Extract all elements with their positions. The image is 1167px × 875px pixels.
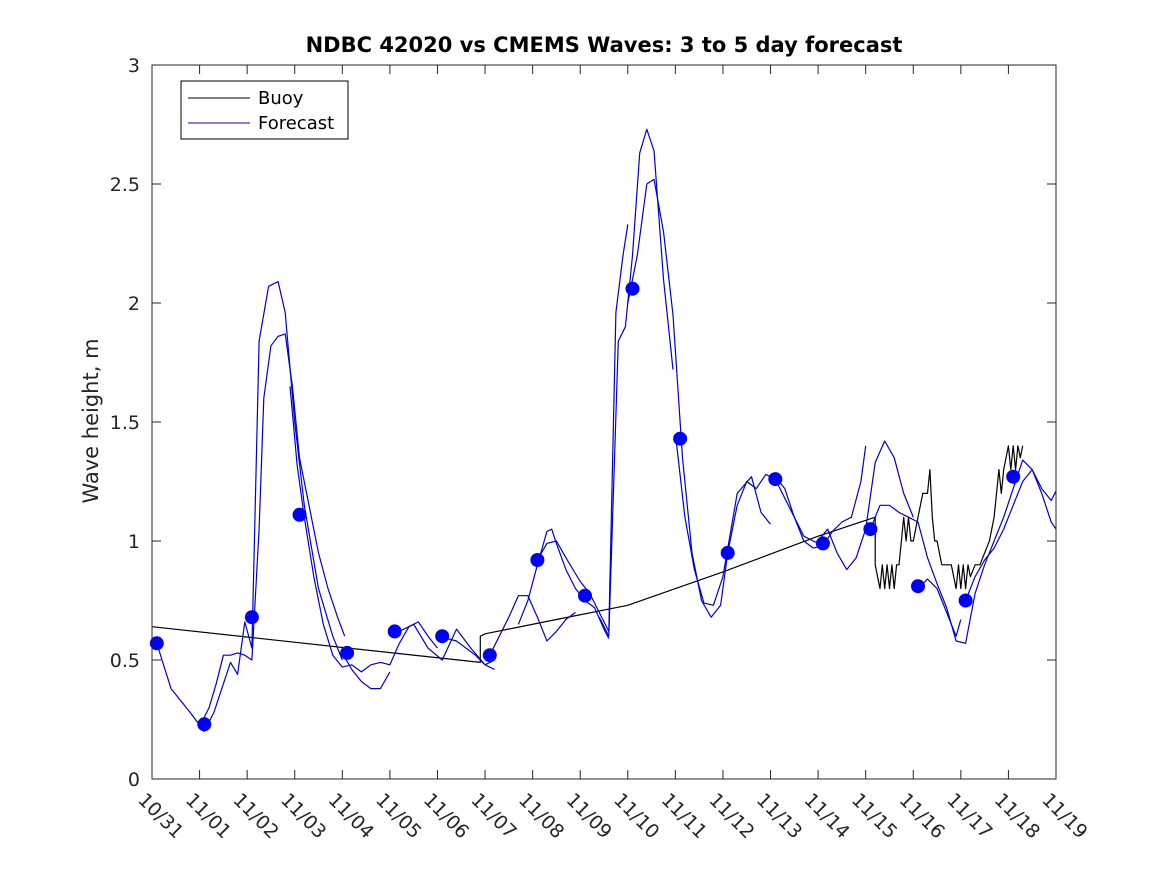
forecast-point bbox=[625, 281, 640, 296]
forecast-point bbox=[815, 536, 830, 551]
series-line-forecast-11 bbox=[627, 178, 729, 618]
y-tick-label: 0.5 bbox=[110, 650, 140, 672]
series-line-forecast-18 bbox=[965, 469, 1057, 601]
y-tick-label: 0 bbox=[128, 769, 140, 791]
forecast-point bbox=[1006, 469, 1021, 484]
legend-label-buoy: Buoy bbox=[258, 88, 304, 109]
forecast-point bbox=[530, 553, 545, 567]
series-line-forecast-10 bbox=[598, 128, 674, 637]
y-tick-label: 1 bbox=[128, 531, 140, 553]
forecast-point bbox=[482, 648, 497, 663]
forecast-point bbox=[863, 522, 878, 537]
series-line-forecast-2 bbox=[199, 333, 346, 727]
forecast-point bbox=[197, 717, 212, 732]
series-line-buoy bbox=[151, 445, 1024, 664]
series-line-forecast-4 bbox=[341, 652, 391, 690]
forecast-point bbox=[340, 645, 355, 660]
forecast-point bbox=[387, 624, 402, 639]
forecast-point bbox=[673, 431, 688, 446]
forecast-point bbox=[720, 545, 735, 560]
y-tick-label: 2.5 bbox=[110, 174, 140, 196]
series-line-forecast-1 bbox=[156, 281, 343, 733]
y-tick-label: 2 bbox=[128, 293, 140, 315]
forecast-point bbox=[911, 579, 925, 594]
forecast-point bbox=[435, 629, 450, 644]
forecast-point bbox=[244, 610, 259, 625]
series-line-forecast-16 bbox=[869, 459, 1057, 644]
y-tick-label: 1.5 bbox=[110, 412, 140, 434]
series-line-forecast-12 bbox=[674, 433, 771, 606]
forecast-point bbox=[768, 472, 783, 487]
series-line-forecast-17 bbox=[917, 578, 962, 637]
series-line-forecast-8 bbox=[517, 528, 610, 639]
y-axis-label: Wave height, m bbox=[79, 338, 103, 503]
forecast-point bbox=[578, 588, 592, 603]
series-line-forecast-6 bbox=[437, 635, 495, 666]
legend: Buoy Forecast bbox=[180, 80, 349, 140]
series-line-forecast-7 bbox=[489, 595, 576, 656]
legend-label-forecast: Forecast bbox=[258, 113, 334, 134]
forecast-point bbox=[958, 593, 973, 608]
forecast-point bbox=[149, 636, 164, 651]
legend-box bbox=[180, 80, 349, 140]
forecast-point bbox=[292, 507, 307, 522]
y-tick-label: 3 bbox=[128, 55, 140, 77]
marker-layer bbox=[149, 281, 1021, 732]
chart-title: NDBC 42020 vs CMEMS Waves: 3 to 5 day fo… bbox=[306, 33, 903, 57]
